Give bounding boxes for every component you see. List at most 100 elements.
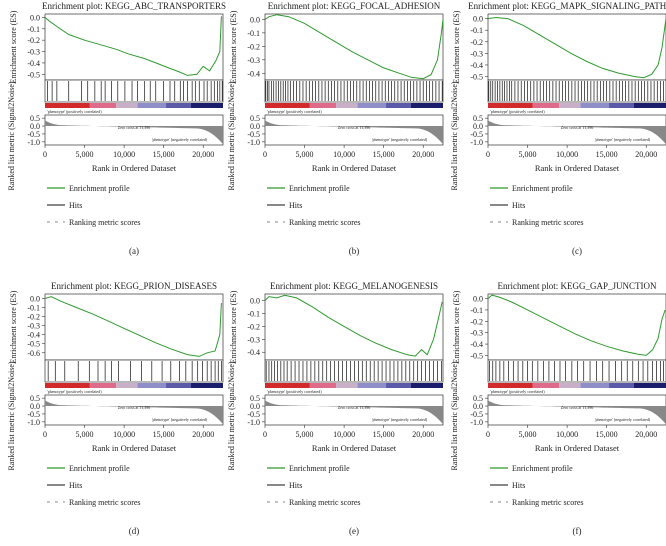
ranking-metric-area	[488, 400, 666, 425]
enrichment-profile-line	[44, 16, 222, 76]
gradient-segment	[357, 383, 387, 388]
ranking-metric-area	[488, 120, 666, 145]
y-tick-label: -0.1	[247, 29, 260, 38]
y-tick-label: -0.4	[470, 61, 483, 70]
rank-tick-label: 0.0	[250, 402, 260, 411]
rank-tick-label: -0.5	[247, 130, 260, 139]
gradient-segment	[410, 103, 443, 108]
rank-tick-label: 0.0	[30, 402, 40, 411]
gradient-segment	[45, 383, 90, 388]
legend-enrichment-profile: Enrichment profile	[69, 464, 130, 473]
legend-hits: Hits	[512, 201, 525, 210]
chart-title: Enrichment plot: KEGG_MELANOGENESIS	[270, 281, 438, 291]
gradient-segment	[532, 103, 560, 108]
rank-tick-label: -1.0	[470, 138, 483, 147]
y-tick-label: -0.2	[470, 38, 483, 47]
gradient-segment	[357, 103, 387, 108]
x-tick-label: 0	[263, 430, 267, 439]
es-axis-label: Enrichment score (ES)	[452, 290, 461, 363]
y-tick-label: 0.0	[30, 13, 40, 22]
rank-tick-label: 0.0	[473, 122, 483, 131]
legend-ranking-metric: Ranking metric scores	[289, 498, 361, 507]
enrichment-profile-line	[487, 16, 666, 79]
es-plot-frame	[44, 293, 224, 361]
x-tick-label: 15,000	[596, 430, 618, 439]
gradient-segment	[633, 103, 666, 108]
es-axis-label: Enrichment score (ES)	[9, 290, 18, 363]
y-tick-label: -0.3	[27, 322, 40, 331]
x-tick-label: 0	[486, 150, 490, 159]
legend-ranking-metric: Ranking metric scores	[69, 498, 141, 507]
panel-a: Enrichment plot: KEGG_ABC_TRANSPORTERS0.…	[7, 1, 226, 256]
zero-cross-note: Zero cross at 11,396	[561, 405, 594, 411]
legend-enrichment-profile: Enrichment profile	[69, 184, 130, 193]
gradient-segment	[609, 383, 634, 388]
ranking-metric-area	[45, 400, 223, 425]
y-tick-label: -0.4	[27, 59, 40, 68]
gradient-segment	[137, 103, 167, 108]
y-tick-label: -0.2	[27, 36, 40, 45]
x-tick-label: 0	[43, 150, 47, 159]
zero-cross-note: Zero cross at 11,396	[338, 125, 371, 131]
rank-tick-label: -0.5	[27, 130, 40, 139]
y-tick-label: -0.3	[470, 329, 483, 338]
panel-d: Enrichment plot: KEGG_PRION_DISEASES0.0-…	[7, 281, 224, 536]
rank-tick-label: -0.5	[470, 410, 483, 419]
negative-phenotype-note: 'phenotype' (negatively correlated)	[372, 137, 428, 142]
gradient-segment	[309, 103, 337, 108]
ranking-metric-area	[265, 400, 443, 425]
rank-tick-label: -0.5	[27, 410, 40, 419]
x-tick-label: 20,000	[412, 430, 434, 439]
chart-title: Enrichment plot: KEGG_GAP_JUNCTION	[498, 281, 657, 291]
es-axis-label: Enrichment score (ES)	[9, 10, 18, 83]
x-tick-label: 15,000	[596, 150, 618, 159]
x-axis-label: Rank in Ordered Dataset	[535, 443, 620, 453]
rank-tick-label: 0.5	[250, 114, 260, 123]
legend-ranking-metric: Ranking metric scores	[512, 218, 584, 227]
rank-tick-label: -1.0	[470, 418, 483, 427]
panel-f: Enrichment plot: KEGG_GAP_JUNCTION0.0-0.…	[450, 281, 666, 536]
rank-tick-label: 0.5	[30, 114, 40, 123]
rank-plot-frame	[487, 394, 666, 426]
rank-axis-label: Ranked list metric (Signal2Noise)	[7, 81, 16, 190]
rank-tick-label: 0.0	[250, 122, 260, 131]
chart-title: Enrichment plot: KEGG_PRION_DISEASES	[51, 281, 217, 291]
ranking-metric-area	[45, 120, 223, 145]
es-plot-frame	[487, 13, 666, 81]
y-tick-label: -0.3	[470, 49, 483, 58]
y-tick-label: -0.6	[27, 349, 40, 358]
x-tick-label: 10,000	[556, 150, 578, 159]
x-tick-label: 5,000	[76, 430, 94, 439]
x-tick-label: 0	[486, 430, 490, 439]
gradient-segment	[89, 103, 117, 108]
zero-cross-note: Zero cross at 11,396	[338, 405, 371, 411]
zero-cross-note: Zero cross at 11,396	[561, 125, 594, 131]
negative-phenotype-note: 'phenotype' (negatively correlated)	[152, 137, 208, 142]
y-tick-label: 0.0	[30, 295, 40, 304]
hits-strip-frame	[264, 359, 444, 383]
panel-label: (d)	[129, 526, 140, 536]
x-tick-label: 10,000	[556, 430, 578, 439]
rank-tick-label: -0.5	[470, 130, 483, 139]
y-tick-label: -0.1	[247, 309, 260, 318]
hits-strip-frame	[44, 359, 224, 383]
x-axis-label: Rank in Ordered Dataset	[535, 163, 620, 173]
gradient-segment	[116, 103, 138, 108]
x-tick-label: 15,000	[153, 430, 175, 439]
gradient-segment	[580, 103, 610, 108]
positive-phenotype-note: 'phenotype' (positively correlated)	[490, 109, 545, 114]
rank-tick-label: 0.0	[473, 402, 483, 411]
gradient-segment	[116, 383, 138, 388]
y-tick-label: 0.0	[250, 296, 260, 305]
legend-hits: Hits	[512, 481, 525, 490]
y-tick-label: -0.1	[27, 25, 40, 34]
negative-phenotype-note: 'phenotype' (negatively correlated)	[595, 137, 651, 142]
y-tick-label: -0.4	[27, 331, 40, 340]
rank-tick-label: 0.5	[473, 114, 483, 123]
negative-phenotype-note: 'phenotype' (negatively correlated)	[152, 417, 208, 422]
legend-enrichment-profile: Enrichment profile	[512, 464, 573, 473]
gradient-segment	[137, 383, 167, 388]
rank-tick-label: -0.5	[247, 410, 260, 419]
chart-title: Enrichment plot: KEGG_FOCAL_ADHESION	[268, 1, 441, 11]
es-plot-frame	[264, 13, 444, 81]
